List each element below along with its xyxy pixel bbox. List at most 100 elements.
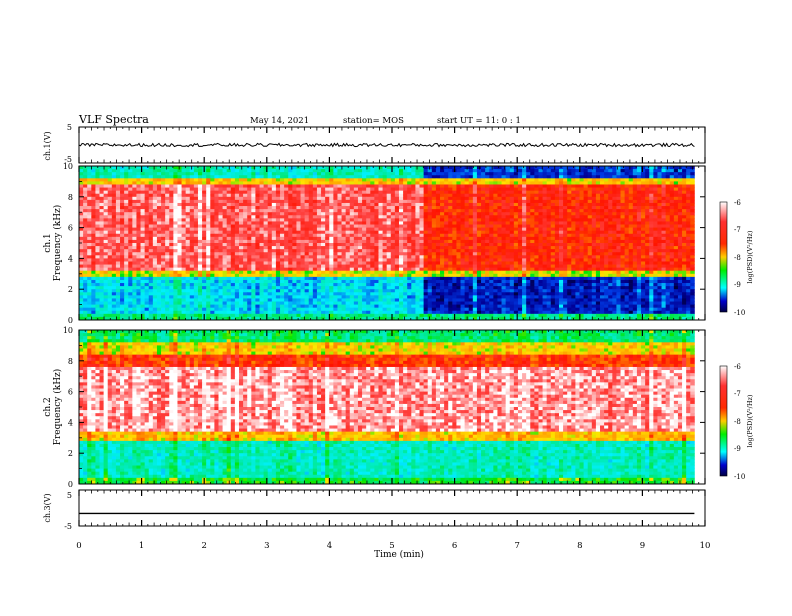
spectrogram-cell (669, 243, 675, 247)
spectrogram-cell (243, 258, 248, 262)
spectrogram-cell (87, 230, 92, 235)
spectrogram-cell (189, 196, 195, 201)
spectrogram-cell (575, 209, 580, 213)
spectrogram-cell (501, 202, 507, 207)
spectrogram-cell (222, 181, 228, 185)
spectrogram-cell (620, 172, 626, 176)
spectrogram-cell (517, 178, 523, 182)
spectrogram-cell (230, 181, 236, 185)
spectrogram-cell (210, 172, 215, 176)
spectrogram-cell (567, 178, 572, 182)
spectrogram-cell (476, 178, 482, 182)
spectrogram-cell (444, 249, 449, 253)
spectrogram-cell (345, 175, 351, 179)
spectrogram-cell (382, 172, 388, 176)
spectrogram-cell (156, 236, 162, 241)
spectrogram-cell (329, 258, 334, 262)
spectrogram-cell (329, 243, 334, 247)
spectrogram-cell (202, 209, 207, 213)
spectrogram-cell (673, 227, 679, 232)
spectrogram-cell (325, 252, 330, 256)
spectrogram-cell (583, 193, 589, 198)
spectrogram-cell (661, 209, 667, 213)
spectrogram-cell (558, 230, 564, 235)
spectrogram-cell (567, 243, 572, 247)
spectrogram-cell (370, 187, 375, 192)
spectrogram-cell (210, 175, 215, 179)
spectrogram-cell (563, 169, 568, 173)
spectrogram-cell (366, 178, 371, 182)
spectrogram-cell (427, 255, 433, 259)
spectrogram-cell (115, 261, 121, 265)
spectrogram-cell (526, 212, 531, 216)
spectrogram-cell (316, 236, 322, 241)
spectrogram-cell (382, 178, 388, 182)
spectrogram-cell (206, 258, 211, 262)
spectrogram-cell (325, 212, 330, 216)
spectrogram-cell (366, 184, 371, 188)
spectrogram-cell (632, 209, 638, 213)
spectrogram-cell (251, 258, 256, 262)
spectrogram-cell (407, 239, 412, 244)
spectrogram-cell (140, 239, 146, 244)
spectrogram-cell (386, 227, 392, 232)
spectrogram-cell (575, 169, 580, 173)
spectrogram-cell (398, 243, 404, 247)
spectrogram-cell (600, 202, 605, 207)
spectrogram-cell (460, 178, 466, 182)
spectrogram-cell (296, 227, 301, 232)
spectrogram-cell (546, 236, 552, 241)
spectrogram-cell (620, 209, 626, 213)
spectrogram-cell (357, 243, 363, 247)
spectrogram-cell (152, 236, 158, 241)
spectrogram-cell (657, 181, 662, 185)
spectrogram-cell (558, 184, 564, 188)
spectrogram-cell (612, 233, 617, 238)
spectrogram-cell (407, 172, 412, 176)
spectrogram-cell (456, 169, 461, 173)
spectrogram-cell (431, 172, 437, 176)
spectrogram-cell (575, 261, 580, 265)
spectrogram-cell (148, 227, 154, 232)
spectrogram-cell (628, 221, 634, 225)
spectrogram-cell (505, 196, 511, 201)
spectrogram-cell (444, 218, 449, 222)
spectrogram-cell (292, 258, 297, 262)
spectrogram-cell (247, 196, 252, 201)
spectrogram-cell (374, 264, 379, 269)
spectrogram-cell (493, 178, 498, 182)
spectrogram-cell (210, 233, 215, 238)
spectrogram-cell (128, 169, 133, 173)
spectrogram-cell (472, 236, 478, 241)
spectrogram-cell (431, 190, 437, 195)
spectrogram-cell (357, 230, 363, 235)
spectrogram-cell (238, 243, 244, 247)
spectrogram-cell (95, 230, 100, 235)
spectrogram-cell (554, 184, 560, 188)
spectrogram-cell (575, 252, 580, 256)
spectrogram-cell (83, 206, 88, 210)
spectrogram-cell (567, 202, 572, 207)
spectrogram-cell (526, 243, 531, 247)
spectrogram-cell (288, 246, 293, 250)
spectrogram-cell (476, 206, 482, 210)
spectrogram-cell (649, 227, 654, 232)
spectrogram-cell (312, 196, 318, 201)
spectrogram-cell (616, 246, 621, 250)
spectrogram-cell (587, 261, 593, 265)
spectrogram-cell (628, 252, 634, 256)
spectrogram-cell (522, 193, 527, 198)
spectrogram-cell (115, 178, 121, 182)
spectrogram-cell (140, 193, 146, 198)
spectrogram-cell (636, 175, 642, 179)
spectrogram-cell (214, 196, 219, 201)
spectrogram-cell (210, 215, 215, 219)
spectrogram-cell (407, 187, 412, 192)
spectrogram-cell (206, 199, 211, 204)
spectrogram-cell (95, 243, 100, 247)
spectrogram-cell (304, 255, 310, 259)
spectrogram-cell (99, 261, 105, 265)
spectrogram-cell (398, 175, 404, 179)
spectrogram-cell (284, 206, 289, 210)
spectrogram-cell (571, 218, 576, 222)
